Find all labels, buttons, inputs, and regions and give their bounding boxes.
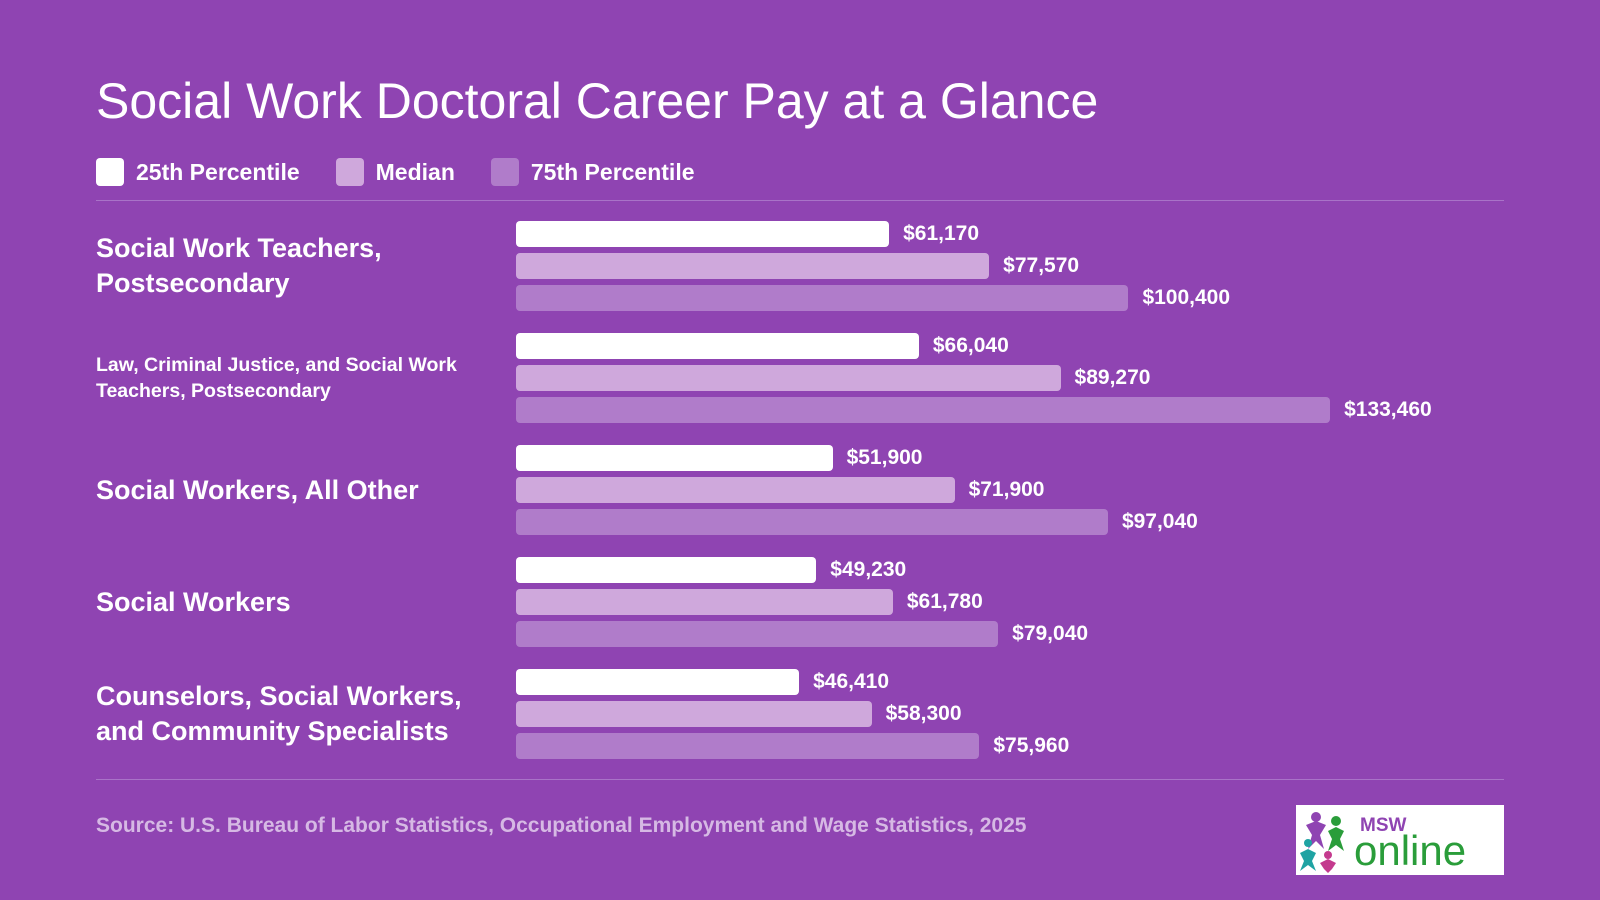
bar (516, 445, 833, 471)
top-divider (96, 200, 1504, 201)
bar (516, 221, 890, 247)
bar-value-label: $66,040 (932, 334, 1009, 357)
legend-item-median: Median (335, 158, 455, 186)
source-note: Source: U.S. Bureau of Labor Statistics,… (96, 814, 1027, 837)
category-label: Social Workers (96, 586, 291, 617)
legend-label-75th: 75th Percentile (530, 158, 695, 185)
bar-value-label: $49,230 (830, 558, 907, 581)
bar (516, 509, 1108, 535)
bar (516, 669, 800, 695)
bar-value-label: $77,570 (1003, 254, 1080, 277)
bar (516, 557, 817, 583)
chart-title: Social Work Doctoral Career Pay at a Gla… (96, 73, 1099, 129)
bar-value-label: $71,900 (968, 478, 1045, 501)
legend-swatch-median (335, 158, 364, 186)
msw-online-logo: MSW online (1296, 805, 1504, 875)
legend-item-25th: 25th Percentile (96, 158, 300, 186)
bar (516, 365, 1061, 391)
legend-swatch-25th (96, 158, 124, 186)
bar (516, 621, 999, 647)
bar (516, 733, 980, 759)
bar (516, 477, 955, 503)
bar-value-label: $61,780 (906, 590, 983, 613)
logo-text-msw: MSW (1360, 815, 1407, 836)
bar-value-label: $100,400 (1142, 286, 1231, 309)
bottom-divider (96, 779, 1504, 780)
category-label: Law, Criminal Justice, and Social Work T… (96, 354, 457, 402)
category-label: Social Workers, All Other (96, 474, 419, 505)
category-label: Counselors, Social Workers, and Communit… (96, 681, 462, 746)
legend: 25th Percentile Median 75th Percentile (96, 158, 731, 186)
bar-value-label: $58,300 (885, 702, 962, 725)
bar-value-label: $61,170 (903, 222, 980, 245)
bar-value-label: $133,460 (1344, 398, 1432, 421)
bar (516, 253, 990, 279)
bar (516, 397, 1331, 423)
legend-label-median: Median (375, 158, 455, 185)
category-label: Social Work Teachers, Postsecondary (96, 233, 382, 298)
legend-label-25th: 25th Percentile (136, 158, 300, 185)
bar-value-label: $51,900 (846, 446, 923, 469)
people-star-icon (1300, 812, 1344, 873)
bar (516, 701, 872, 727)
bar-value-label: $75,960 (993, 734, 1070, 757)
bar-value-label: $97,040 (1121, 510, 1198, 533)
legend-item-75th: 75th Percentile (490, 158, 695, 186)
bar (516, 285, 1129, 311)
logo-text-online: online (1354, 827, 1466, 874)
bar (516, 589, 893, 615)
logo-graphic: MSW online (1300, 812, 1466, 874)
bar-value-label: $89,270 (1074, 366, 1151, 389)
bar-value-label: $79,040 (1012, 622, 1089, 645)
legend-swatch-75th (490, 158, 519, 186)
bar (516, 333, 919, 359)
bar-value-label: $46,410 (813, 670, 890, 693)
